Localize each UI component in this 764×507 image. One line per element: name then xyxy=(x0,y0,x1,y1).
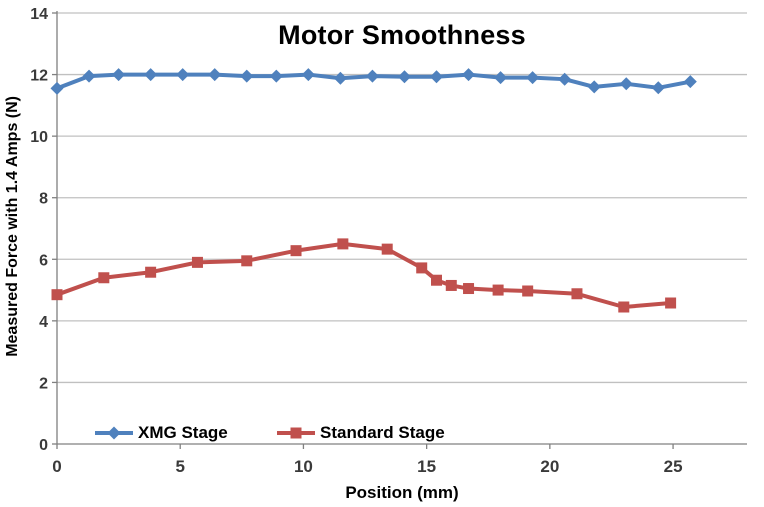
legend-label-standard-stage: Standard Stage xyxy=(320,423,445,442)
svg-text:0: 0 xyxy=(52,457,61,476)
svg-text:6: 6 xyxy=(39,252,48,269)
svg-text:20: 20 xyxy=(540,457,559,476)
svg-text:14: 14 xyxy=(30,6,48,23)
legend-label-xmg-stage: XMG Stage xyxy=(138,423,228,442)
svg-text:2: 2 xyxy=(39,375,48,392)
diamond-marker-icon xyxy=(95,426,133,440)
x-axis-title: Position (mm) xyxy=(345,483,459,502)
y-axis-title-text: Measured Force with 1.4 Amps (N) xyxy=(4,95,21,357)
svg-text:4: 4 xyxy=(39,314,48,331)
svg-text:10: 10 xyxy=(30,129,48,146)
svg-text:5: 5 xyxy=(175,457,184,476)
square-marker-icon xyxy=(277,427,315,439)
legend: XMG Stage Standard Stage xyxy=(0,423,764,443)
legend-item-xmg-stage: XMG Stage xyxy=(95,423,228,443)
y-axis-title: Measured Force with 1.4 Amps (N) xyxy=(1,0,25,452)
legend-item-standard-stage: Standard Stage xyxy=(277,423,445,443)
chart-title: Motor Smoothness xyxy=(278,20,526,50)
svg-text:15: 15 xyxy=(417,457,436,476)
svg-text:12: 12 xyxy=(30,68,48,85)
svg-text:0: 0 xyxy=(39,437,48,454)
svg-text:8: 8 xyxy=(39,191,48,208)
svg-text:10: 10 xyxy=(294,457,313,476)
svg-text:25: 25 xyxy=(664,457,683,476)
